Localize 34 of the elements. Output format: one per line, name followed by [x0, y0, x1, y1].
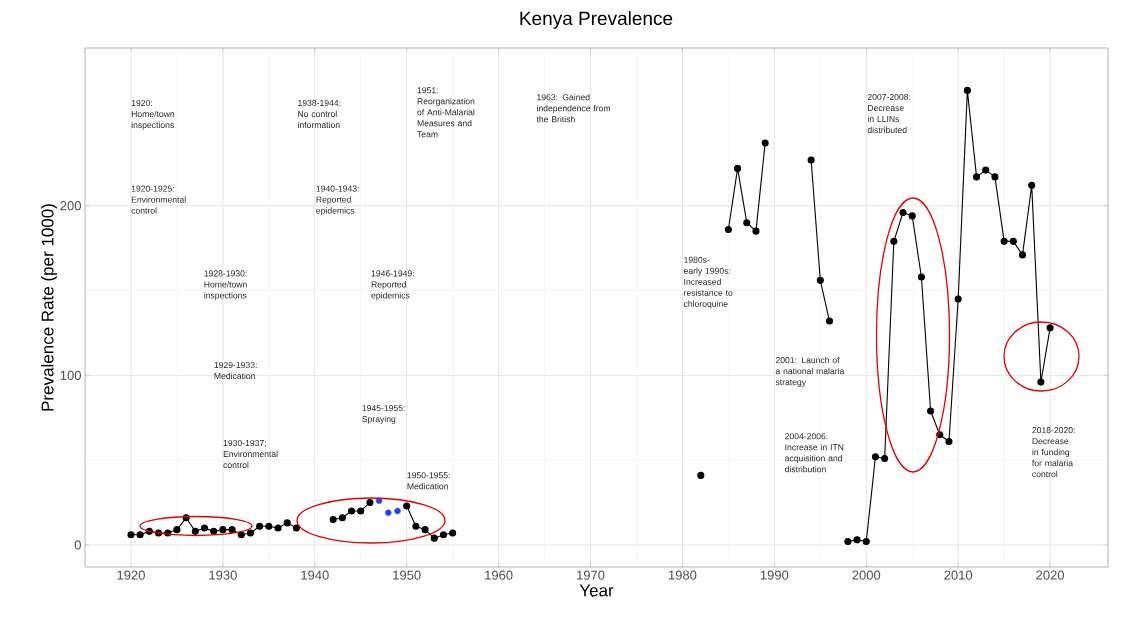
- annotation: 2018-2020: Decrease in funding for malaria control: [1032, 427, 1075, 478]
- annotation: 1929-1933: Medication: [214, 361, 257, 380]
- annotation: 1930-1937: Environmental control: [223, 439, 278, 469]
- x-tick-label: 1930: [209, 570, 237, 580]
- x-tick-label: 1960: [485, 570, 513, 580]
- x-axis-title: Year: [579, 584, 614, 597]
- x-tick-label: 2010: [944, 570, 973, 580]
- x-tick-label: 1990: [760, 570, 789, 580]
- annotation: 1940-1943: Reported epidemics: [316, 185, 359, 216]
- annotation: 1950-1955: Medication: [407, 472, 450, 490]
- y-tick-label: 100: [60, 370, 81, 380]
- annotation: 1963: Gained independence from the British: [536, 93, 611, 123]
- annotation: 1920-1925: Environmental control: [131, 185, 186, 214]
- y-axis-title: Prevalence Rate (per 1000): [41, 204, 57, 411]
- annotation: 1951: Reorganization of Anti-Malarial Measures and Team: [417, 87, 475, 138]
- annotation: 1946-1949: Reported epidemics: [371, 270, 414, 301]
- annotation: 1980s- early 1990s: Increased resistance to chloroquine: [683, 256, 733, 309]
- x-tick-label: 1920: [117, 570, 145, 580]
- y-tick-label: 200: [60, 201, 81, 211]
- annotation: 2001: Launch of a national malaria strategy: [775, 356, 845, 387]
- x-tick-label: 1970: [577, 570, 605, 580]
- x-tick-label: 2020: [1036, 570, 1065, 580]
- x-tick-label: 1950: [393, 570, 421, 580]
- x-tick-label: 1980: [668, 570, 697, 580]
- annotation: 2007-2008: Decrease in LLINs distributed: [867, 93, 911, 134]
- annotation: 1945-1955: Spraying: [362, 405, 405, 424]
- y-tick-label: 0: [74, 540, 81, 550]
- chart-title: Kenya Prevalence: [520, 11, 673, 29]
- annotation: 1938-1944: No control information: [298, 99, 341, 128]
- annotation: 1928-1930: Home/town inspections: [204, 270, 247, 301]
- annotation: 1920: Home/town inspections: [131, 99, 175, 130]
- x-tick-label: 2000: [852, 570, 881, 580]
- x-tick-label: 1940: [301, 570, 329, 580]
- annotation: 2004-2006: Increase in ITN acquisition and distribution: [785, 433, 844, 473]
